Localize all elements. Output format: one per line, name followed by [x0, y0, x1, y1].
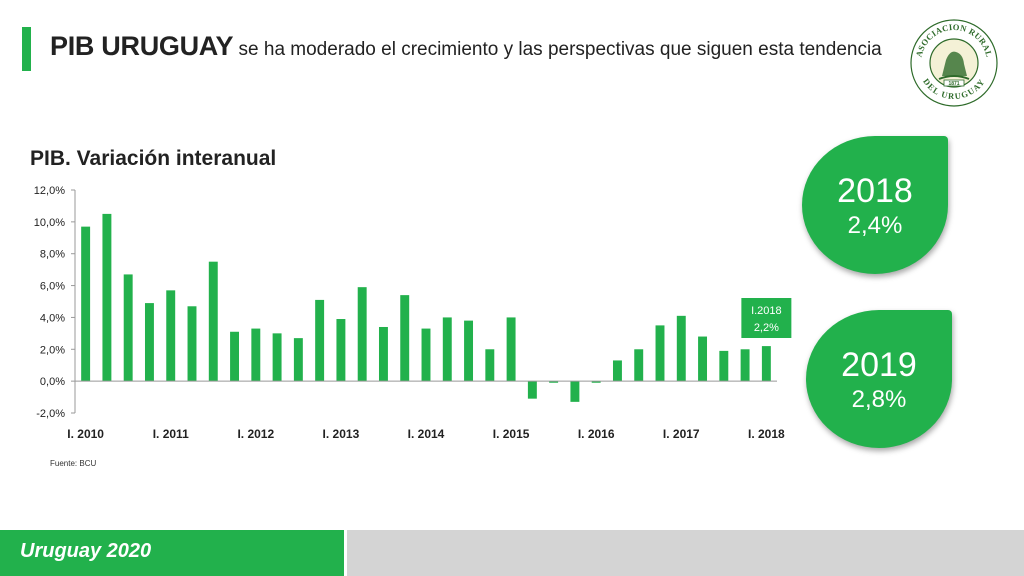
footer-brand: Uruguay 2020	[20, 540, 152, 562]
projection-year: 2018	[837, 172, 913, 210]
x-tick-label: I. 2016	[578, 427, 615, 441]
title-strong: PIB URUGUAY	[50, 31, 234, 61]
bar	[698, 336, 708, 382]
bar	[187, 306, 197, 382]
gdp-bar-chart: -2,0% 0,0% 2,0% 4,0% 6,0% 8,0% 10,0% 12,0% I. 2…	[34, 185, 792, 441]
footer-separator	[344, 530, 347, 576]
bar	[676, 315, 686, 382]
bar	[357, 287, 367, 382]
page-title: PIB URUGUAY se ha moderado el crecimient…	[50, 32, 900, 64]
y-tick-label: 12,0%	[34, 185, 65, 197]
y-tick-label: 2,0%	[40, 344, 65, 356]
bar	[166, 290, 176, 382]
bar	[570, 381, 580, 402]
y-tick-label: 4,0%	[40, 312, 65, 324]
chart-title: PIB. Variación interanual	[30, 147, 277, 170]
bar	[378, 326, 388, 382]
bar	[527, 381, 537, 399]
bar	[102, 213, 112, 382]
bar	[251, 328, 261, 382]
bar	[485, 349, 495, 382]
x-tick-label: I. 2013	[323, 427, 360, 441]
bar	[761, 346, 771, 382]
logo-year: 1871	[948, 81, 959, 87]
bar	[740, 349, 750, 382]
projection-2019-badge: 2019 2,8%	[806, 310, 952, 448]
bar	[634, 349, 644, 382]
chart-source: Fuente: BCU	[50, 459, 97, 468]
bar	[336, 319, 346, 382]
bar	[421, 328, 431, 382]
y-tick-label: 10,0%	[34, 217, 65, 229]
projection-year: 2019	[841, 346, 917, 384]
bar	[315, 299, 325, 382]
y-tick-label: 0,0%	[40, 376, 65, 388]
annotation-value: 2,2%	[754, 322, 779, 334]
bar	[272, 333, 282, 382]
y-tick-label: 6,0%	[40, 281, 65, 293]
bar	[81, 226, 91, 382]
annotation-label: I.2018	[751, 305, 782, 317]
bar	[655, 325, 665, 382]
bar	[123, 274, 133, 382]
bar	[400, 295, 410, 382]
bar	[464, 320, 474, 382]
x-tick-label: I. 2017	[663, 427, 700, 441]
bar	[612, 360, 622, 382]
x-tick-label: I. 2015	[493, 427, 530, 441]
x-tick-label: I. 2010	[67, 427, 104, 441]
y-tick-label: 8,0%	[40, 249, 65, 261]
annotation-box	[741, 298, 792, 338]
bar	[549, 381, 559, 383]
bar	[208, 261, 218, 382]
x-tick-label: I. 2014	[408, 427, 445, 441]
footer-brand-bar	[0, 530, 344, 576]
bar	[293, 338, 303, 382]
bar	[719, 350, 729, 382]
projection-2018-badge: 2018 2,4%	[802, 136, 948, 274]
footer-gray-bar	[347, 530, 1024, 576]
title-accent-bar	[22, 27, 31, 71]
asociacion-rural-logo: ASOCIACION RURAL DEL URUGUAY 1871	[910, 19, 998, 107]
x-tick-label: I. 2018	[748, 427, 785, 441]
bar	[144, 303, 154, 382]
bar	[442, 317, 452, 382]
bar	[230, 331, 240, 382]
projection-value: 2,8%	[851, 386, 907, 413]
bar	[591, 381, 601, 383]
x-tick-label: I. 2011	[153, 427, 189, 441]
projection-value: 2,4%	[847, 212, 903, 239]
title-rest: se ha moderado el crecimiento y las pers…	[238, 39, 882, 60]
x-tick-label: I. 2012	[237, 427, 274, 441]
y-tick-label: -2,0%	[36, 408, 65, 420]
bar	[506, 317, 516, 382]
